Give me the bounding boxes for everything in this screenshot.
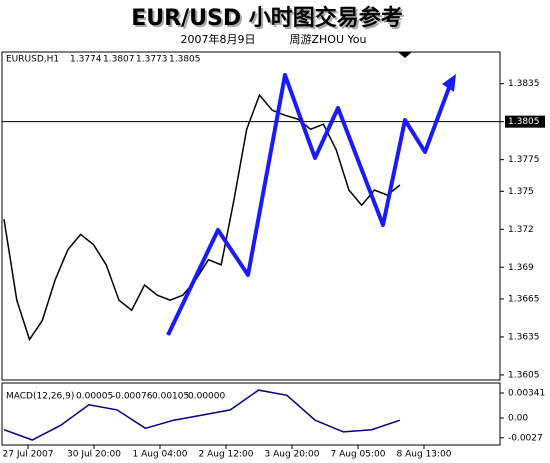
shift-marker (398, 52, 412, 58)
x-tick-label: 7 Aug 05:00 (331, 450, 386, 460)
y-tick-label: 1.3805 (508, 117, 540, 127)
y-tick-label: 1.3835 (508, 79, 540, 89)
price-line (3, 93, 401, 342)
y-tick-label: 1.3605 (508, 370, 540, 380)
x-tick-label: 1 Aug 04:00 (133, 450, 188, 460)
x-tick-label: 27 Jul 2007 (3, 450, 54, 460)
open: 1.3774 (70, 55, 102, 65)
macd-value: 0.00105 (152, 392, 189, 402)
chart-title: EUR/USD 小时图交易参考 (131, 5, 403, 31)
y-tick-label: 1.3665 (508, 294, 540, 304)
x-tick-label: 3 Aug 20:00 (265, 450, 320, 460)
y-tick-label: 1.372 (508, 225, 534, 235)
current-price-box (505, 115, 545, 128)
symbol: EURUSD,H1 (6, 55, 59, 65)
forecast-arrow (166, 73, 452, 336)
x-tick-label: 2 Aug 12:00 (199, 450, 254, 460)
arrow-head (442, 74, 456, 92)
author: 周游ZHOU You (290, 33, 367, 46)
close: 1.3805 (169, 55, 201, 65)
subtitle: 2007年8月9日 (181, 32, 256, 46)
y-tick-label: 0.00341 (508, 388, 545, 398)
y-tick-label: 0.00 (508, 413, 528, 423)
x-tick-label: 8 Aug 13:00 (397, 450, 452, 460)
macd-panel (1, 382, 501, 446)
y-tick-label: 1.375 (508, 187, 534, 197)
macd-value: -0.00076 (112, 392, 153, 402)
price-line (3, 389, 401, 441)
y-tick-label: -0.0027 (508, 433, 543, 443)
title-shadow: EUR/USD 小时图交易参考 (133, 7, 405, 33)
price-panel (1, 51, 501, 381)
y-tick-label: 1.3775 (508, 155, 540, 165)
macd-value: 0.00000 (188, 392, 225, 402)
x-tick-label: 30 Jul 20:00 (67, 450, 121, 460)
y-tick-label: 1.369 (508, 263, 534, 273)
y-tick-label: 1.3635 (508, 332, 540, 342)
macd-title: MACD(12,26,9) (6, 392, 74, 402)
low: 1.3773 (136, 55, 168, 65)
high: 1.3807 (103, 55, 135, 65)
macd-value: 0.00005 (76, 392, 113, 402)
